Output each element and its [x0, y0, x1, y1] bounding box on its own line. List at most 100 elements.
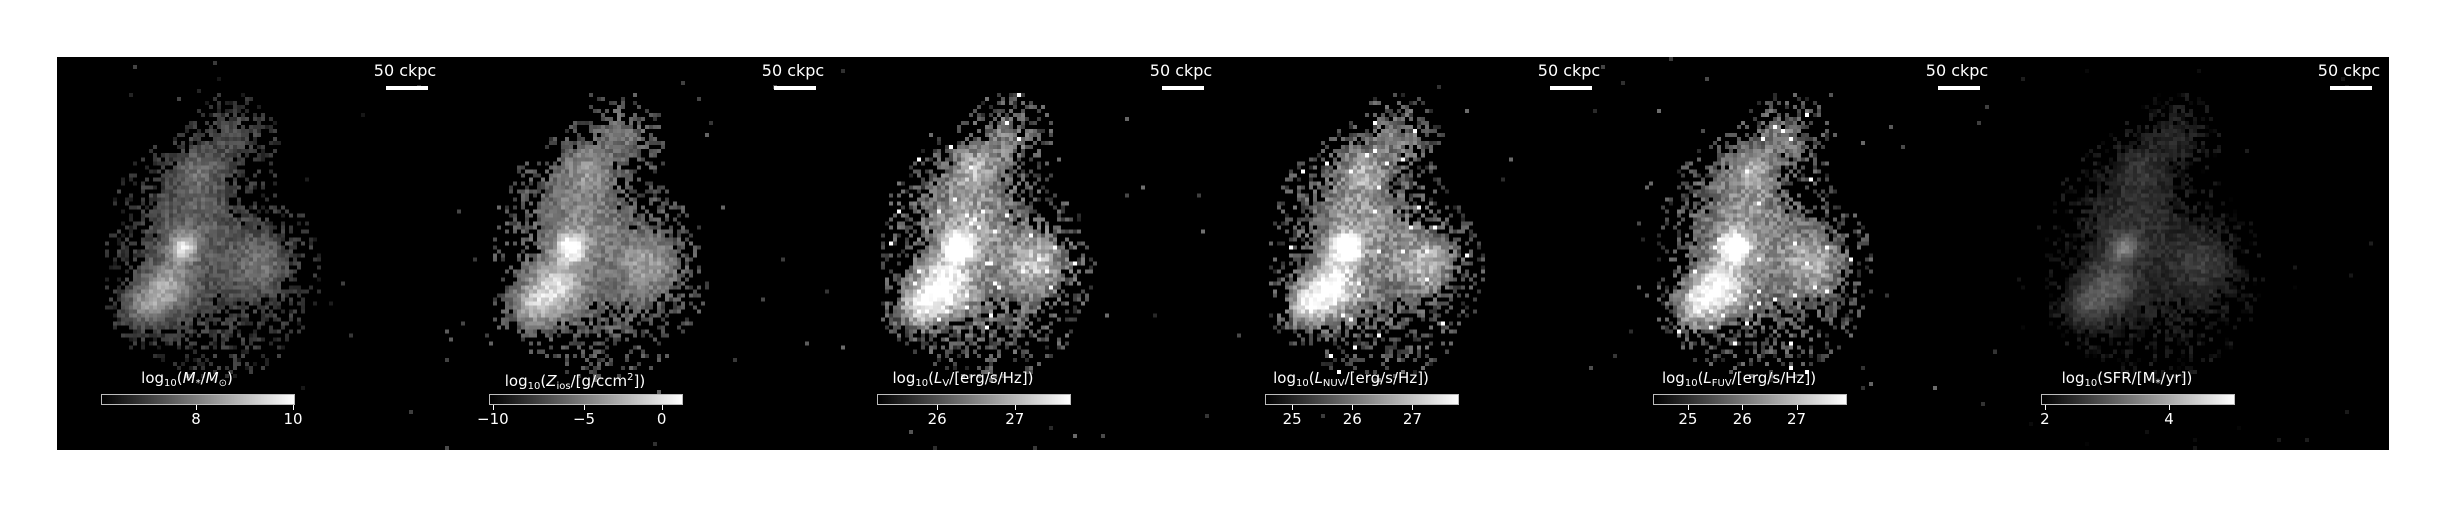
colorbar-tick-mark: [1292, 405, 1294, 410]
colorbar-label-base: 10: [1295, 378, 1309, 389]
colorbar-label-subscript: ios: [556, 381, 571, 392]
colorbar-label-superscript: 2: [627, 372, 634, 383]
scalebar-label: 50 ckpc: [761, 61, 825, 80]
v-band-luminosity-map: [833, 57, 1221, 450]
colorbar-label-open: (: [1308, 369, 1315, 387]
scalebar-line: [1162, 86, 1204, 90]
colorbar-label-star: *: [2155, 378, 2161, 389]
scalebar-line: [386, 86, 428, 90]
colorbar: [877, 394, 1071, 405]
colorbar-label-subscript: V: [942, 378, 950, 389]
colorbar-tick-mark: [2044, 405, 2046, 410]
colorbar-label-unit: /[erg/s/Hz]): [1731, 369, 1817, 387]
colorbar-label-base: 10: [915, 378, 929, 389]
metallicity-panel: 50 ckpc log10(Zios/[g/ccm2]) −10 −5 0: [445, 57, 833, 450]
colorbar: [2041, 394, 2235, 405]
nuv-luminosity-panel: 50 ckpc log10(LNUV/[erg/s/Hz]) 25 26 27: [1221, 57, 1609, 450]
colorbar-label-quantity: Z: [546, 372, 557, 390]
colorbar-label-unit: /[g/ccm: [570, 372, 628, 390]
colorbar-label-quantity-2: M: [205, 369, 219, 387]
colorbar-label-unit: /yr]): [2160, 369, 2193, 387]
colorbar-tick-mark: [196, 405, 198, 410]
colorbar-tick-label: 25: [1282, 410, 1302, 428]
colorbar-label-unit: /[erg/s/Hz]): [949, 369, 1034, 387]
colorbar: [489, 394, 683, 405]
colorbar-tick-mark: [661, 405, 663, 410]
colorbar-tick-mark: [293, 405, 295, 410]
colorbar-label-open: (: [1697, 369, 1704, 387]
colorbar-label-sun: ⊙: [218, 378, 227, 389]
colorbar-tick-label: 10: [283, 410, 303, 428]
colorbar-tick-mark: [1352, 405, 1354, 410]
colorbar-tick-mark: [584, 405, 586, 410]
metallicity-map: [445, 57, 833, 450]
colorbar: [1653, 394, 1847, 405]
colorbar-tick-mark: [1412, 405, 1414, 410]
colorbar-tick-label: 4: [2164, 410, 2174, 428]
colorbar-tick-label: 26: [927, 410, 947, 428]
colorbar-label-subscript: NUV: [1322, 378, 1345, 389]
colorbar-label-close: ]): [633, 372, 646, 390]
colorbar-label-open: (: [540, 372, 547, 390]
colorbar-tick-label: 26: [1342, 410, 1362, 428]
galaxy-map-figure: 50 ckpc log10(M*/M⊙) 8 10 50 ckpc log10(Z…: [57, 57, 2389, 450]
stellar-mass-map: [57, 57, 445, 450]
colorbar: [101, 394, 295, 405]
colorbar-label: log10(M*/M⊙): [77, 369, 297, 393]
colorbar-label-open: (: [928, 369, 934, 387]
scalebar-line: [1938, 86, 1980, 90]
colorbar-tick-label: −10: [477, 410, 509, 428]
scalebar-line: [1550, 86, 1592, 90]
colorbar-label-subscript: FUV: [1711, 378, 1732, 389]
colorbar-tick-mark: [937, 405, 939, 410]
colorbar-tick-label: 27: [1787, 410, 1807, 428]
fuv-luminosity-map: [1609, 57, 1997, 450]
fuv-luminosity-panel: 50 ckpc log10(LFUV/[erg/s/Hz]) 25 26 27: [1609, 57, 1997, 450]
colorbar-label-close: ): [226, 369, 233, 387]
scalebar-label: 50 ckpc: [1537, 61, 1601, 80]
scalebar-label: 50 ckpc: [2317, 61, 2381, 80]
colorbar-label: log10(LFUV/[erg/s/Hz]): [1629, 369, 1849, 393]
colorbar-tick-mark: [2169, 405, 2171, 410]
colorbar-tick-label: 27: [1005, 410, 1025, 428]
colorbar-label: log10(Zios/[g/ccm2]): [465, 369, 685, 396]
stellar-mass-panel: 50 ckpc log10(M*/M⊙) 8 10: [57, 57, 445, 450]
colorbar-label: log10(SFR/[M*/yr]): [2017, 369, 2237, 393]
star-formation-rate-panel: 50 ckpc log10(SFR/[M*/yr]) 2 4: [1997, 57, 2389, 450]
colorbar-label-prefix: log: [504, 372, 528, 390]
colorbar-label: log10(LV/[erg/s/Hz]): [853, 369, 1073, 393]
colorbar-label-quantity: L: [1314, 369, 1323, 387]
colorbar-tick-mark: [492, 405, 494, 410]
colorbar-tick-mark: [1796, 405, 1798, 410]
colorbar-label-base: 10: [527, 381, 541, 392]
colorbar-tick-label: 26: [1732, 410, 1752, 428]
colorbar-tick-label: 0: [656, 410, 667, 428]
scalebar-label: 50 ckpc: [373, 61, 437, 80]
colorbar-label-open: (: [176, 369, 183, 387]
colorbar-label-open: (SFR/[M: [2097, 369, 2156, 387]
colorbar: [1265, 394, 1459, 405]
star-formation-rate-map: [1997, 57, 2389, 450]
scalebar-label: 50 ckpc: [1149, 61, 1213, 80]
colorbar-label-base: 10: [1684, 378, 1698, 389]
colorbar-tick-label: 2: [2040, 410, 2050, 428]
colorbar-label-quantity: L: [933, 369, 943, 387]
scalebar-label: 50 ckpc: [1925, 61, 1989, 80]
colorbar-label-prefix: log: [1661, 369, 1685, 387]
colorbar-tick-label: 25: [1678, 410, 1698, 428]
colorbar-label-base: 10: [164, 378, 177, 389]
colorbar-label-star: *: [195, 378, 201, 389]
colorbar-label-prefix: log: [892, 369, 916, 387]
colorbar-tick-mark: [1014, 405, 1016, 410]
colorbar-label-prefix: log: [141, 369, 165, 387]
colorbar-tick-label: −5: [572, 410, 596, 428]
colorbar-label-unit: /[erg/s/Hz]): [1344, 369, 1429, 387]
colorbar-tick-mark: [1742, 405, 1744, 410]
colorbar-label-quantity: L: [1703, 369, 1712, 387]
colorbar-tick-label: 8: [191, 410, 201, 428]
colorbar-tick-label: 27: [1402, 410, 1422, 428]
colorbar-label-prefix: log: [2061, 369, 2085, 387]
colorbar-label-prefix: log: [1273, 369, 1296, 387]
scalebar-line: [774, 86, 816, 90]
colorbar-tick-mark: [1687, 405, 1689, 410]
